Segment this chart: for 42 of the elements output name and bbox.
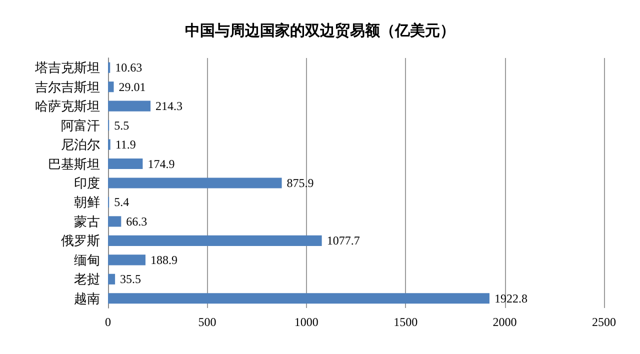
- y-tick-label: 老挝: [74, 272, 100, 287]
- bar: [108, 274, 116, 284]
- y-tick-label: 越南: [74, 290, 100, 306]
- data-label: 214.3: [156, 99, 183, 114]
- bar: [108, 100, 151, 112]
- y-tick-label: 巴基斯坦: [48, 156, 100, 172]
- data-label: 11.9: [115, 138, 136, 152]
- x-tick-label: 500: [198, 315, 216, 329]
- y-tick-label: 阿富汗: [61, 118, 100, 133]
- data-label: 66.3: [126, 214, 148, 228]
- x-tick-label: 0: [105, 315, 111, 329]
- data-label: 188.9: [150, 252, 178, 267]
- y-tick-label: 缅甸: [74, 252, 100, 268]
- bar: [108, 235, 322, 246]
- data-label: 5.5: [114, 118, 130, 132]
- bar: [108, 293, 490, 304]
- y-tick-label: 印度: [74, 176, 100, 190]
- bar: [108, 178, 282, 188]
- y-tick-label: 吉尔吉斯坦: [35, 79, 100, 94]
- data-label: 5.4: [114, 195, 130, 210]
- bar: [108, 254, 146, 266]
- x-tick-label: 1000: [294, 315, 318, 329]
- data-label: 35.5: [120, 272, 142, 286]
- bar: [108, 158, 143, 170]
- y-tick-label: 塔吉克斯坦: [34, 60, 100, 76]
- y-tick-label: 俄罗斯: [61, 233, 100, 248]
- data-label: 1077.7: [326, 234, 360, 248]
- data-label: 1922.8: [494, 291, 528, 306]
- bar: [108, 216, 122, 227]
- x-tick-label: 1500: [394, 315, 418, 329]
- bar: [108, 82, 114, 92]
- data-label: 174.9: [148, 156, 175, 171]
- data-label: 875.9: [286, 176, 314, 190]
- x-tick-label: 2500: [592, 315, 616, 329]
- y-tick-label: 尼泊尔: [61, 137, 100, 152]
- data-label: 29.01: [118, 80, 146, 94]
- y-tick-label: 蒙古: [74, 214, 100, 229]
- x-tick-label: 2000: [492, 315, 517, 329]
- y-tick-label: 朝鲜: [74, 194, 100, 210]
- chart-title: 中国与周边国家的双边贸易额（亿美元）: [185, 22, 455, 40]
- y-tick-label: 哈萨克斯坦: [35, 98, 100, 114]
- data-label: 10.63: [115, 60, 142, 75]
